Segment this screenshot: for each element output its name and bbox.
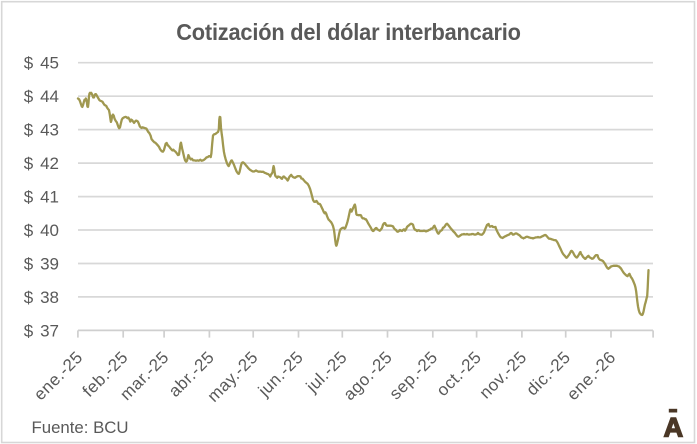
svg-text:$ 43: $ 43: [24, 121, 59, 140]
svg-text:ago.-25: ago.-25: [340, 348, 396, 404]
svg-text:$ 44: $ 44: [24, 87, 59, 106]
svg-text:Fuente: BCU: Fuente: BCU: [32, 418, 129, 437]
svg-text:$ 38: $ 38: [24, 288, 59, 307]
svg-text:nov.-25: nov.-25: [476, 348, 531, 403]
svg-text:$ 40: $ 40: [24, 221, 59, 240]
svg-text:$ 41: $ 41: [24, 188, 59, 207]
svg-text:oct.-25: oct.-25: [433, 348, 485, 400]
svg-text:$ 39: $ 39: [24, 254, 59, 273]
svg-text:$ 42: $ 42: [24, 154, 59, 173]
svg-text:ene.-26: ene.-26: [563, 348, 619, 404]
svg-text:jun.-25: jun.-25: [254, 348, 307, 401]
svg-text:sep.-25: sep.-25: [386, 348, 442, 404]
svg-text:A: A: [664, 412, 684, 442]
svg-text:ene.-25: ene.-25: [30, 348, 86, 404]
svg-text:$ 37: $ 37: [24, 321, 59, 340]
svg-text:$ 45: $ 45: [24, 54, 59, 73]
